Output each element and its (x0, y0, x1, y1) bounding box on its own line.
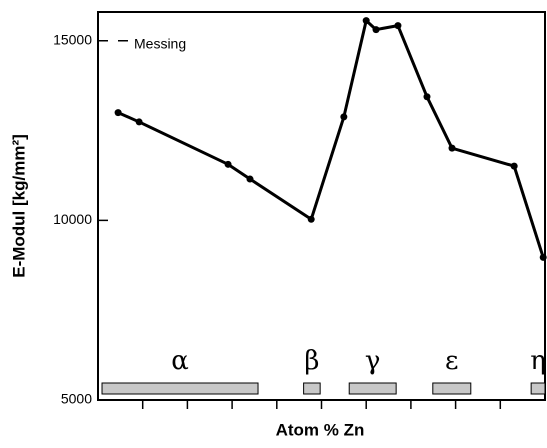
data-point (394, 22, 402, 30)
data-point (340, 113, 348, 121)
phase-bar (530, 382, 546, 395)
y-tick-label: 15000 (53, 31, 92, 47)
data-point (510, 162, 518, 170)
phase-bar (303, 382, 321, 395)
y-axis-label: E-Modul [kg/mm²] (9, 134, 28, 278)
phase-bar (348, 382, 397, 395)
data-point (448, 144, 456, 152)
data-point (224, 160, 232, 168)
data-point (114, 109, 122, 117)
plot-frame (97, 11, 546, 401)
phase-label: ε (445, 346, 458, 376)
phase-bar (432, 382, 472, 395)
y-tick-label: 5000 (61, 391, 92, 407)
data-point (307, 215, 315, 223)
data-point (135, 118, 143, 126)
data-point (246, 175, 254, 183)
phase-label: γ (365, 346, 381, 376)
data-line (117, 19, 545, 258)
x-axis-label: Atom % Zn (276, 420, 365, 439)
data-point (539, 253, 547, 261)
phase-label: α (171, 346, 189, 376)
data-point (423, 93, 431, 101)
y-tick-label: 10000 (53, 211, 92, 227)
phase-label: β (304, 346, 319, 376)
phase-bar (101, 382, 259, 395)
annotation: Messing (134, 35, 186, 51)
data-point (372, 26, 380, 34)
phase-label: η (530, 346, 546, 376)
data-point (362, 17, 370, 25)
